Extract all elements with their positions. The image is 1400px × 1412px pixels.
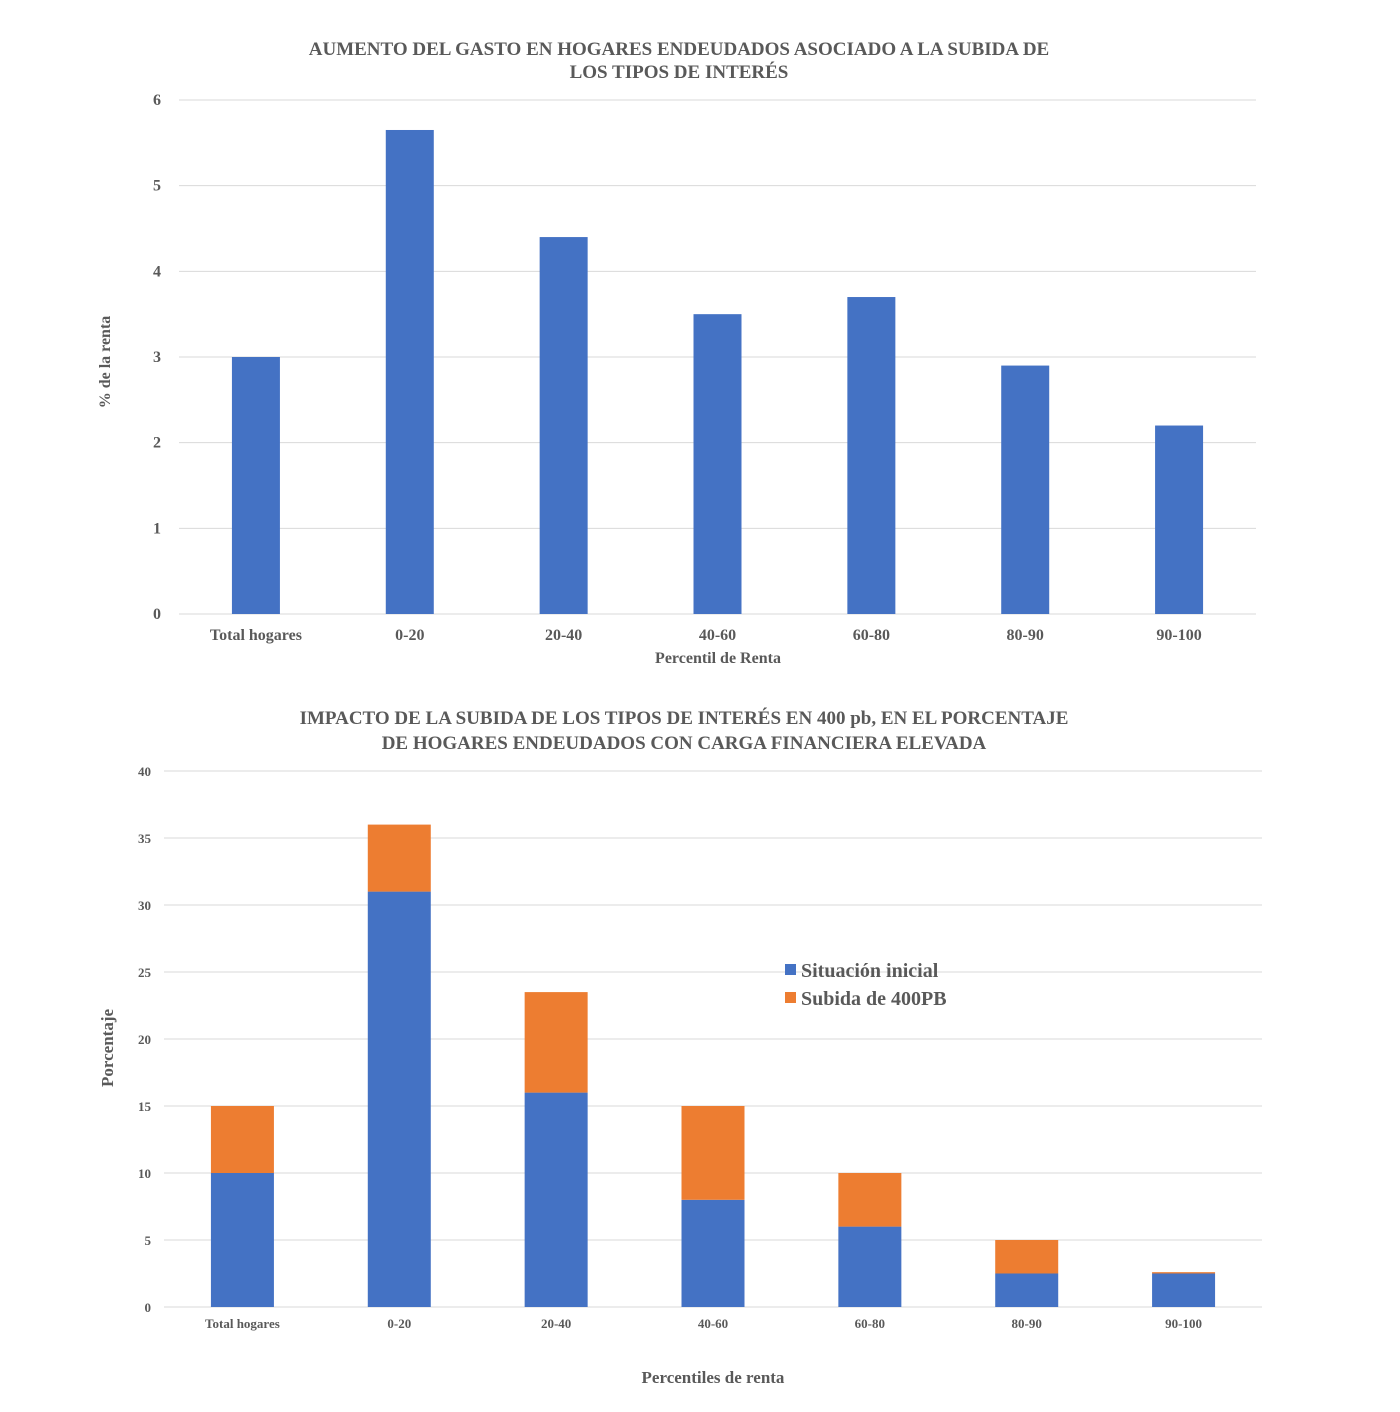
- chart1-x-tick-label: 90-100: [1156, 627, 1201, 644]
- chart2-x-tick-label: 90-100: [1165, 1316, 1202, 1331]
- bar-subida-de-400pb-60-80: [838, 1173, 902, 1227]
- chart1-y-tick-label: 0: [153, 606, 161, 623]
- chart1-x-tick-label: 80-90: [1007, 627, 1044, 644]
- bar-60-80: [847, 297, 896, 614]
- chart1-y-tick-label: 1: [153, 520, 161, 537]
- chart1-y-tick-label: 2: [153, 435, 161, 452]
- bar-40-60: [693, 314, 742, 614]
- chart1-y-tick-label: 5: [153, 178, 161, 195]
- chart2-y-tick-label: 40: [138, 764, 151, 779]
- bar-subida-de-400pb-0-20: [367, 824, 431, 892]
- chart2-x-tick-label: 20-40: [541, 1316, 571, 1331]
- bar-90-100: [1155, 425, 1204, 614]
- chart1-x-tick-label: 20-40: [545, 627, 582, 644]
- bar-subida-de-400pb-20-40: [524, 992, 588, 1093]
- legend-label-subida-400pb: Subida de 400PB: [801, 988, 947, 1010]
- bar-situaci-n-inicial-90-100: [1152, 1273, 1216, 1307]
- bar-situaci-n-inicial-0-20: [367, 891, 431, 1307]
- chart1-title-line1: AUMENTO DEL GASTO EN HOGARES ENDEUDADOS …: [309, 39, 1049, 60]
- chart1-x-tick-label: Total hogares: [210, 627, 302, 644]
- chart2-x-tick-label: 80-90: [1012, 1316, 1042, 1331]
- bar-subida-de-400pb-90-100: [1152, 1272, 1216, 1274]
- chart2-y-tick-label: 15: [138, 1099, 152, 1114]
- chart2-y-tick-label: 20: [138, 1032, 151, 1047]
- legend-label-situacion-inicial: Situación inicial: [801, 960, 939, 982]
- chart1-x-tick-label: 60-80: [853, 627, 890, 644]
- chart1-y-tick-label: 6: [153, 92, 161, 109]
- bar-subida-de-400pb-total-hogares: [210, 1106, 274, 1173]
- chart2-x-tick-label: 0-20: [387, 1316, 411, 1331]
- bar-situaci-n-inicial-total-hogares: [210, 1173, 274, 1307]
- chart-high-financial-burden: IMPACTO DE LA SUBIDA DE LOS TIPOS DE INT…: [98, 707, 1262, 1387]
- chart-expense-increase: AUMENTO DEL GASTO EN HOGARES ENDEUDADOS …: [97, 39, 1256, 667]
- legend-swatch-situacion-inicial: [785, 964, 796, 975]
- chart2-y-tick-label: 0: [145, 1300, 152, 1315]
- chart2-legend: Situación inicial Subida de 400PB: [785, 960, 947, 1010]
- bar-subida-de-400pb-40-60: [681, 1106, 745, 1200]
- chart2-x-tick-label: Total hogares: [205, 1316, 280, 1331]
- bar-situaci-n-inicial-80-90: [995, 1273, 1059, 1307]
- chart1-y-tick-label: 4: [153, 263, 161, 280]
- chart1-y-axis-label: % de la renta: [97, 316, 114, 409]
- bar-total-hogares: [231, 357, 280, 614]
- chart1-x-tick-label: 40-60: [699, 627, 736, 644]
- bar-subida-de-400pb-80-90: [995, 1240, 1059, 1274]
- bar-situaci-n-inicial-60-80: [838, 1226, 902, 1307]
- chart1-x-axis-label: Percentil de Renta: [655, 650, 781, 667]
- bar-80-90: [1001, 365, 1050, 614]
- chart2-y-tick-label: 25: [138, 965, 152, 980]
- chart2-y-tick-label: 30: [138, 898, 151, 913]
- bar-situaci-n-inicial-20-40: [524, 1092, 588, 1307]
- chart2-title-line1: IMPACTO DE LA SUBIDA DE LOS TIPOS DE INT…: [300, 707, 1069, 729]
- chart2-y-tick-label: 5: [145, 1233, 152, 1248]
- chart2-y-axis-label: Porcentaje: [98, 1009, 117, 1087]
- chart2-y-tick-label: 35: [138, 831, 152, 846]
- chart1-x-tick-label: 0-20: [395, 627, 424, 644]
- bar-0-20: [385, 129, 434, 614]
- chart1-y-tick-label: 3: [153, 349, 161, 366]
- chart1-title-line2: LOS TIPOS DE INTERÉS: [570, 61, 789, 83]
- legend-swatch-subida-400pb: [785, 992, 796, 1003]
- bar-situaci-n-inicial-40-60: [681, 1199, 745, 1307]
- chart2-x-axis-label: Percentiles de renta: [642, 1368, 785, 1387]
- bar-20-40: [539, 237, 588, 615]
- chart2-y-tick-label: 10: [138, 1166, 151, 1181]
- chart2-title-line2: DE HOGARES ENDEUDADOS CON CARGA FINANCIE…: [382, 733, 987, 754]
- chart2-x-tick-label: 40-60: [698, 1316, 728, 1331]
- chart2-x-tick-label: 60-80: [855, 1316, 885, 1331]
